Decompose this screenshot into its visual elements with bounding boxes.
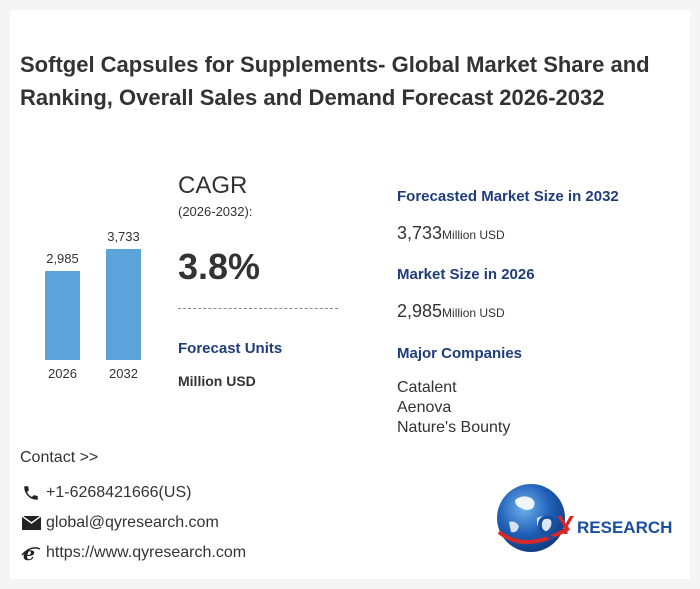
company-item: Catalent xyxy=(397,379,457,396)
bar-category-label: 2032 xyxy=(109,366,138,381)
market-2026-title: Market Size in 2026 xyxy=(397,266,535,283)
phone-icon xyxy=(20,483,42,503)
website-url: https://www.qyresearch.com xyxy=(46,544,247,561)
cagr-label: CAGR xyxy=(178,172,248,199)
forecast-units-title: Forecast Units xyxy=(178,340,283,357)
forecast-units-value: Million USD xyxy=(178,373,256,389)
phone-number: +1-6268421666(US) xyxy=(46,484,192,501)
market-2026-unit: Million USD xyxy=(442,306,505,320)
qyresearch-logo: Q Y RESEARCH xyxy=(485,472,675,562)
bar-2026 xyxy=(45,271,80,360)
bar-2032 xyxy=(106,249,141,360)
cagr-range: (2026-2032): xyxy=(178,204,253,219)
market-2026-number: 2,985 xyxy=(397,301,443,321)
bar-category-label: 2026 xyxy=(48,366,77,381)
major-companies-title: Major Companies xyxy=(397,345,523,362)
email-address: global@qyresearch.com xyxy=(46,514,219,531)
logo-research-text: RESEARCH xyxy=(577,518,672,537)
forecast-2032-unit: Million USD xyxy=(442,228,505,242)
contact-phone[interactable]: +1-6268421666(US) xyxy=(20,483,191,503)
market-2026-value: 2,985Million USD xyxy=(397,301,505,322)
company-item: Aenova xyxy=(397,399,452,416)
envelope-icon xyxy=(20,513,42,533)
forecast-2032-title: Forecasted Market Size in 2032 xyxy=(397,188,619,205)
forecast-2032-number: 3,733 xyxy=(397,223,443,243)
contact-heading[interactable]: Contact >> xyxy=(20,449,99,466)
logo-letter-q: Q xyxy=(537,510,557,540)
cagr-value: 3.8% xyxy=(178,246,261,287)
company-item: Nature's Bounty xyxy=(397,419,511,436)
divider xyxy=(178,308,338,309)
forecast-2032-value: 3,733Million USD xyxy=(397,223,505,244)
logo-letter-y: Y xyxy=(557,510,574,540)
contact-website[interactable]: e https://www.qyresearch.com xyxy=(20,543,246,563)
browser-e-icon: e xyxy=(20,543,42,563)
bar-value-label: 2,985 xyxy=(46,251,79,267)
bar-value-label: 3,733 xyxy=(107,229,140,244)
report-title: Softgel Capsules for Supplements- Global… xyxy=(20,52,650,110)
contact-email[interactable]: global@qyresearch.com xyxy=(20,513,219,533)
market-size-bar-chart: 2,985 2026 3,733 2032 xyxy=(28,220,158,390)
